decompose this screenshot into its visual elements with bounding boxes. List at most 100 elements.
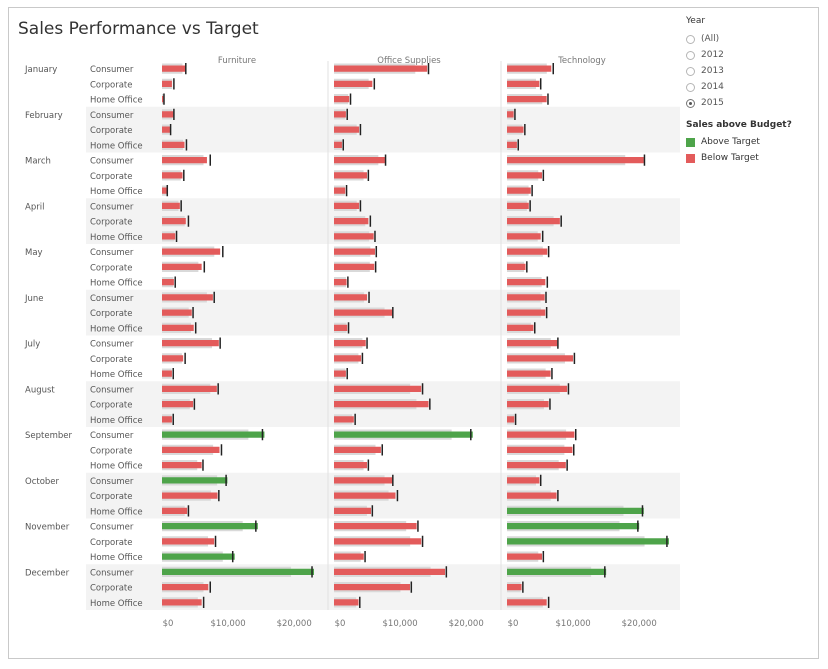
- sales-bar: [334, 202, 360, 209]
- legend-item: Above Target: [686, 134, 816, 150]
- segment-label: Corporate: [90, 263, 133, 273]
- segment-label: Home Office: [90, 141, 143, 151]
- segment-label: Corporate: [90, 172, 133, 182]
- sales-bar: [507, 309, 546, 316]
- sales-bar: [162, 370, 172, 377]
- sales-bar: [507, 355, 574, 362]
- segment-label: Corporate: [90, 538, 133, 548]
- sales-bar: [507, 279, 546, 286]
- segment-label: Consumer: [90, 340, 134, 350]
- sales-bar: [334, 157, 385, 164]
- sales-bar: [162, 294, 213, 301]
- segment-label: Corporate: [90, 492, 133, 502]
- sales-bar: [334, 111, 346, 118]
- sales-bar: [507, 538, 669, 545]
- sales-bar: [162, 507, 188, 514]
- sales-bar: [162, 568, 314, 575]
- sales-bar: [334, 553, 364, 560]
- sales-bar: [162, 202, 180, 209]
- segment-label: Consumer: [90, 294, 134, 304]
- segment-label: Consumer: [90, 111, 134, 121]
- sales-bar: [162, 126, 170, 133]
- sales-bar: [162, 172, 183, 179]
- sales-bar: [334, 126, 360, 133]
- segment-label: Home Office: [90, 187, 143, 197]
- sales-bar: [507, 370, 551, 377]
- year-option-label: (All): [701, 34, 720, 44]
- segment-label: Home Office: [90, 599, 143, 609]
- segment-label: Corporate: [90, 309, 133, 319]
- segment-label: Consumer: [90, 202, 134, 212]
- sales-bar: [507, 202, 529, 209]
- sales-bar: [162, 279, 174, 286]
- sales-bar: [334, 477, 393, 484]
- sales-bar: [334, 309, 393, 316]
- year-filter-title: Year: [686, 16, 706, 26]
- sales-bar: [162, 538, 215, 545]
- sales-bar: [507, 568, 607, 575]
- sales-bar: [507, 65, 552, 72]
- month-band: [86, 106, 680, 153]
- sales-bar: [162, 309, 192, 316]
- sales-bar: [334, 340, 366, 347]
- sales-bar: [334, 248, 375, 255]
- sales-bar: [162, 584, 209, 591]
- x-tick-label: $0: [335, 619, 346, 629]
- radio-button-icon[interactable]: [686, 50, 695, 60]
- sales-bar: [162, 218, 186, 225]
- sales-bar: [162, 599, 202, 606]
- sales-bar: [507, 477, 540, 484]
- month-label: February: [25, 111, 63, 121]
- sales-bar: [334, 233, 374, 240]
- segment-label: Home Office: [90, 553, 143, 563]
- radio-button-icon[interactable]: [686, 98, 695, 108]
- segment-label: Home Office: [90, 462, 143, 472]
- sales-bar: [162, 477, 228, 484]
- legend-label: Above Target: [701, 137, 760, 147]
- year-option-all[interactable]: (All): [686, 31, 816, 47]
- sales-bar: [162, 462, 202, 469]
- sales-bar: [334, 446, 381, 453]
- radio-button-icon[interactable]: [686, 66, 695, 76]
- sales-bar: [334, 385, 422, 392]
- month-label: March: [25, 157, 51, 167]
- year-option-2015[interactable]: 2015: [686, 95, 816, 111]
- radio-button-icon[interactable]: [686, 82, 695, 92]
- segment-label: Consumer: [90, 385, 134, 395]
- segment-label: Consumer: [90, 248, 134, 258]
- sales-bar: [162, 340, 219, 347]
- year-option-label: 2014: [701, 82, 724, 92]
- sales-bar: [507, 599, 547, 606]
- sales-bar: [334, 523, 417, 530]
- month-label: January: [24, 65, 57, 75]
- sales-bar: [507, 324, 534, 331]
- year-option-label: 2015: [701, 98, 724, 108]
- year-option-2014[interactable]: 2014: [686, 79, 816, 95]
- x-tick-label: $10,000: [383, 619, 418, 629]
- month-label: August: [25, 385, 55, 395]
- sales-bar: [334, 294, 368, 301]
- sales-bar: [162, 492, 218, 499]
- sales-bar: [162, 523, 258, 530]
- segment-label: Consumer: [90, 523, 134, 533]
- year-filter: (All) 2012 2013 2014 2015: [686, 31, 816, 111]
- x-tick-label: $10,000: [556, 619, 591, 629]
- sales-bar: [334, 401, 429, 408]
- sales-bar: [162, 65, 186, 72]
- sales-bar: [334, 568, 446, 575]
- sales-bar: [162, 401, 194, 408]
- sales-bar: [162, 385, 217, 392]
- column-header: Technology: [557, 56, 606, 66]
- sales-bar: [507, 507, 644, 514]
- segment-label: Corporate: [90, 218, 133, 228]
- column-header: Office Supplies: [377, 56, 441, 66]
- sales-bar: [334, 492, 396, 499]
- year-option-2013[interactable]: 2013: [686, 63, 816, 79]
- radio-button-icon[interactable]: [686, 34, 695, 44]
- sales-bar: [507, 111, 514, 118]
- segment-label: Home Office: [90, 507, 143, 517]
- sales-bar: [507, 141, 517, 148]
- sales-bar: [162, 187, 167, 194]
- year-option-2012[interactable]: 2012: [686, 47, 816, 63]
- sales-bar: [507, 126, 524, 133]
